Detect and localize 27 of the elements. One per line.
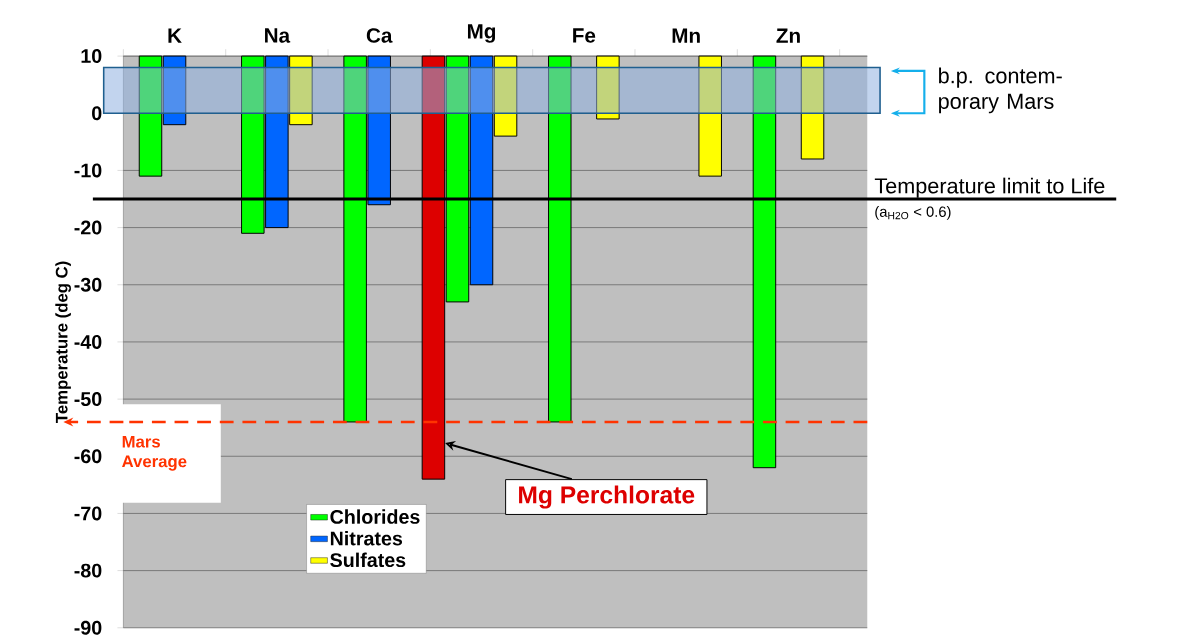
y-tick-label: -40 [74,335,102,350]
x-tick-label: Na [265,28,291,43]
ref-line-label: Temperature limit to Life [874,177,1105,199]
x-tick-label: Ca [366,28,393,43]
ref-line-label: Mars Average [122,436,187,471]
annotation: Mg Perchlorate [519,485,695,509]
x-tick-label: Fe [573,28,596,43]
y-tick-label: 10 [81,49,102,64]
band-label: b.p. contem- porary Mars [939,67,1062,114]
legend-label: Sulfates [330,552,406,568]
y-axis-title: Temperature (deg C) [55,261,71,424]
legend-label: Chlorides [330,509,420,525]
y-tick-label: -90 [74,621,102,635]
y-tick-label: -30 [74,277,102,292]
y-tick-label: -50 [74,392,102,407]
y-tick-label: -10 [74,163,102,178]
x-tick-label: Mn [672,28,700,43]
text: (a$_{H2O}$ < 0.6) [875,206,951,221]
y-tick-label: 0 [92,106,102,121]
legend-label: Nitrates [330,531,403,546]
y-tick-label: -70 [74,506,102,521]
y-tick-label: -20 [74,220,102,235]
x-tick-label: K [168,28,182,43]
x-tick-label: Zn [776,28,800,43]
y-tick-label: -80 [74,563,102,578]
x-tick-label: Mg [467,24,496,43]
y-tick-label: -60 [74,449,102,464]
